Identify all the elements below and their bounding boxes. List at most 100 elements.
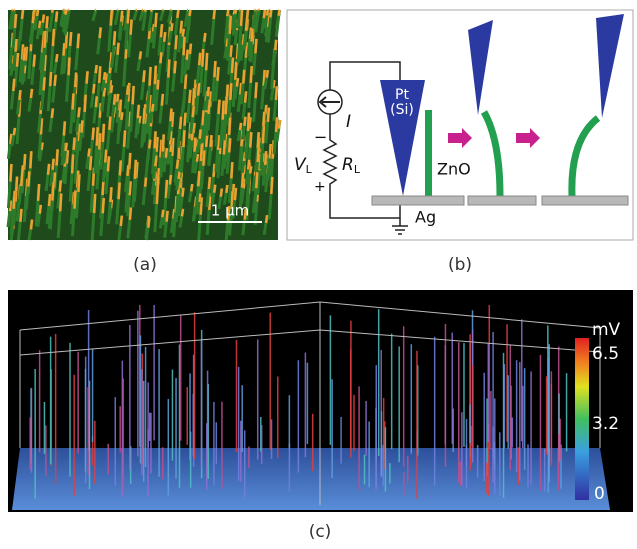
nanowire-tip — [206, 53, 207, 70]
nanowire-tip — [94, 194, 95, 213]
nanowire-tip — [104, 88, 105, 97]
nanowire-tip — [201, 144, 202, 161]
nanowire-tip — [167, 211, 168, 222]
nanowire-tip — [60, 193, 61, 211]
nanowire-tip — [17, 53, 18, 67]
nanowire-tip — [139, 116, 140, 123]
nanowire-tip — [90, 156, 91, 170]
nanowire-tip — [14, 128, 15, 135]
nanowire-tip — [204, 33, 205, 42]
nanowire-tip — [191, 184, 192, 191]
nanowire-tip — [72, 154, 73, 173]
nanowire-tip — [48, 164, 49, 175]
nanowire-tip — [152, 104, 153, 112]
nanowire-tip — [267, 70, 268, 78]
nanowire-tip — [39, 21, 40, 28]
nanowire-tip — [24, 154, 25, 170]
nanowire-tip — [100, 27, 101, 38]
nanowire-tip — [155, 13, 156, 27]
nanowire-tip — [97, 127, 98, 146]
nanowire-tip — [166, 148, 167, 158]
nanowire-tip — [256, 82, 257, 98]
panel-b: I − VL RL + Pt (Si) ZnO Ag — [287, 10, 633, 240]
nanowire-tip — [181, 21, 182, 34]
nanowire-tip — [148, 217, 149, 227]
nanowire-tip — [155, 66, 156, 84]
nanowire-tip — [56, 54, 57, 62]
electrode — [542, 196, 628, 205]
scale-label: 1 μm — [211, 202, 249, 220]
nanowire-tip — [96, 65, 97, 73]
nanowire-tip — [44, 77, 45, 90]
nanowire-tip — [255, 39, 256, 53]
nanowire-tip — [264, 10, 265, 18]
nanowire-tip — [157, 137, 158, 152]
nanowire-tip — [211, 135, 212, 147]
nanowire-tip — [52, 10, 53, 13]
nanowire-tip — [124, 130, 125, 146]
nanowire-tip — [230, 83, 231, 100]
panel-label: (a) — [133, 255, 157, 275]
nanowire-tip — [85, 95, 86, 112]
nanowire-tip — [19, 90, 20, 100]
voltage-sub: L — [306, 163, 313, 176]
nanowire-tip — [226, 96, 227, 114]
nanowire-tip — [44, 31, 45, 48]
nanowire-tip — [199, 193, 200, 201]
nanowire-tip — [183, 29, 184, 37]
nanowire-tip — [202, 49, 203, 67]
nanowire-tip — [256, 172, 257, 188]
nanowire-tip — [14, 191, 15, 209]
nanowire-tip — [150, 67, 151, 86]
nanowire-tip — [140, 51, 141, 59]
nanowire-tip — [258, 132, 259, 148]
nanowire-tip — [185, 74, 186, 89]
nanowire-tip — [103, 124, 104, 142]
nanowire-tip — [276, 86, 277, 100]
nanowire-tip — [53, 159, 54, 170]
nanowire-tip — [182, 188, 183, 197]
nanowire-tip — [87, 71, 88, 83]
nanowire-tip — [30, 151, 31, 168]
nanowire-tip — [105, 149, 106, 162]
nanowire-tip — [232, 58, 233, 73]
electrode-label: Ag — [415, 208, 436, 227]
nanowire-tip — [244, 117, 245, 126]
nanowire-tip — [155, 131, 156, 148]
panel-label: (b) — [448, 255, 472, 275]
nanowire-tip — [162, 94, 163, 106]
nanowire-tip — [214, 185, 215, 193]
nanowire-tip — [189, 90, 190, 103]
nanowire-tip — [31, 89, 32, 98]
nanowire-tip — [114, 31, 115, 45]
nanowire-tip — [96, 96, 97, 107]
nanowire-tip — [21, 174, 22, 186]
nanowire-tip — [108, 156, 109, 171]
nanowire-tip — [198, 171, 199, 186]
nanowire-tip — [168, 59, 169, 77]
nanowire-tip — [248, 113, 249, 131]
nanowire-tip — [231, 45, 232, 57]
nanowire-tip — [93, 84, 94, 94]
nanowire-tip — [40, 205, 41, 214]
nanowire-tip — [47, 16, 48, 28]
tip-label: Pt — [395, 87, 409, 103]
nanowire-tip — [193, 88, 194, 106]
nanowire-tip — [157, 185, 158, 204]
nanowire-tip — [99, 133, 100, 149]
nanowire-tip — [104, 72, 105, 80]
nanowire-tip — [223, 101, 224, 120]
nanowire-tip — [75, 72, 76, 87]
colorbar — [575, 338, 589, 500]
nanowire-tip — [177, 160, 178, 169]
nanowire-tip — [66, 143, 67, 151]
nanowire-tip — [53, 29, 54, 46]
nanowire-tip — [198, 83, 199, 96]
nanowire-tip — [227, 10, 228, 16]
nanowire-tip — [78, 107, 79, 117]
nanowire-tip — [162, 210, 163, 217]
nanowire-tip — [16, 39, 17, 52]
nanowire-tip — [121, 112, 122, 120]
nanowire-tip — [109, 117, 110, 130]
nanowire-tip — [128, 10, 129, 23]
